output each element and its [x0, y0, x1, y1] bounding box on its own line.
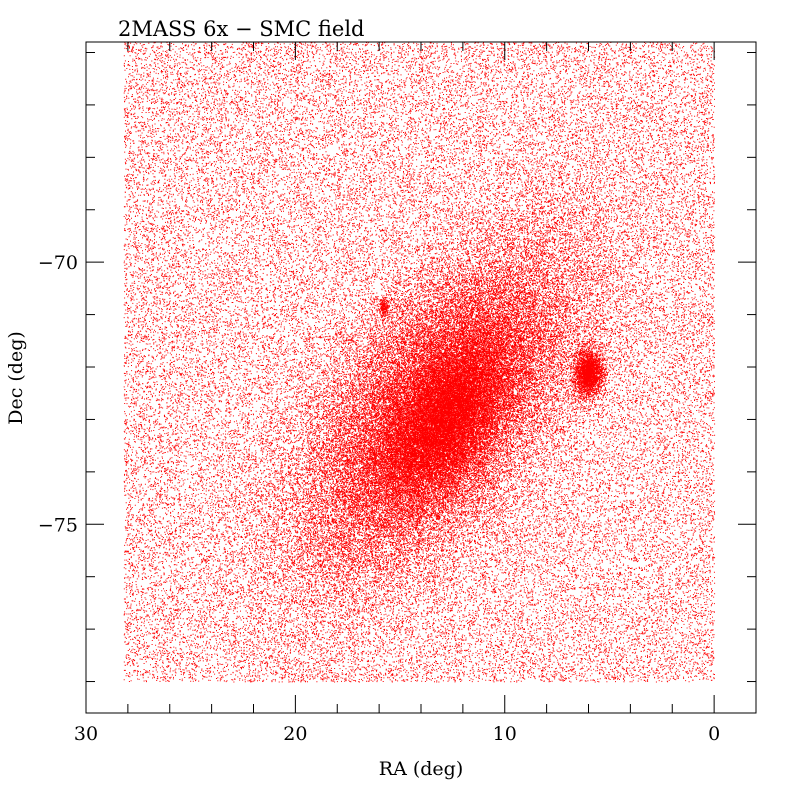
y-tick-label: −75 — [38, 514, 78, 536]
axis-tick-labels: 30 20 10 0 −75 −70 — [38, 252, 720, 745]
x-tick-label: 30 — [74, 723, 98, 745]
x-tick-label: 20 — [283, 723, 307, 745]
data-points — [123, 42, 716, 683]
x-tick-label: 0 — [708, 723, 720, 745]
x-axis-label: RA (deg) — [379, 758, 463, 780]
chart-title: 2MASS 6x − SMC field — [118, 17, 364, 41]
y-axis-label: Dec (deg) — [5, 331, 27, 425]
axis-ticks — [85, 42, 757, 713]
scatter-points — [123, 42, 716, 683]
y-tick-label: −70 — [38, 252, 78, 274]
x-tick-label: 10 — [493, 723, 517, 745]
